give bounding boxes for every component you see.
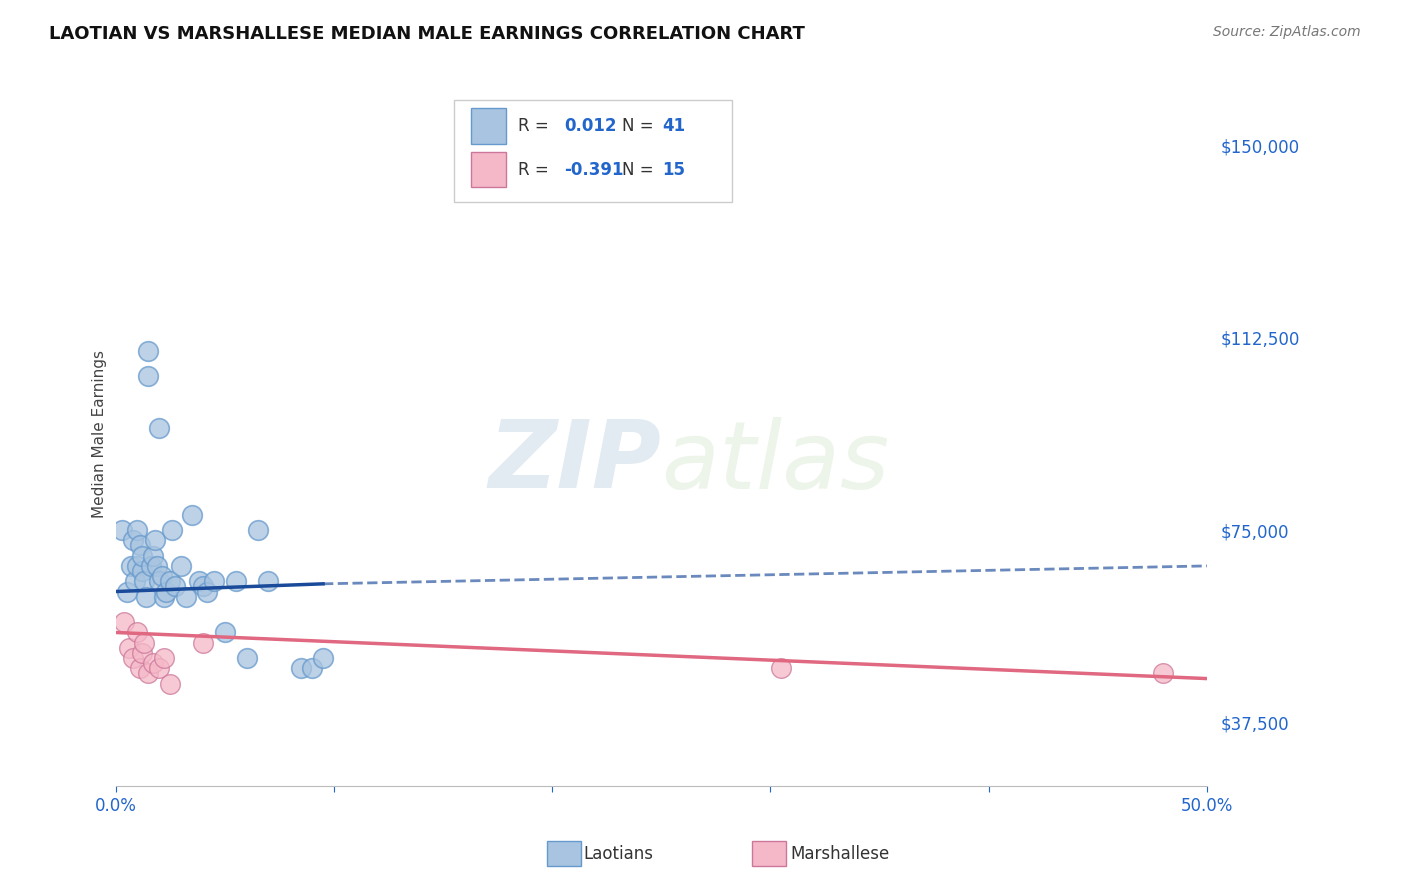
Text: Marshallese: Marshallese <box>790 845 890 863</box>
Text: 15: 15 <box>662 161 686 178</box>
Text: Source: ZipAtlas.com: Source: ZipAtlas.com <box>1213 25 1361 39</box>
Point <box>159 676 181 690</box>
Point <box>118 640 141 655</box>
Text: R =: R = <box>519 161 554 178</box>
Point <box>143 533 166 548</box>
Point <box>142 657 165 671</box>
Text: 0.012: 0.012 <box>564 117 617 135</box>
Point <box>127 558 149 573</box>
Point <box>163 579 186 593</box>
Point <box>159 574 181 589</box>
Point <box>139 558 162 573</box>
FancyBboxPatch shape <box>454 100 733 202</box>
Point <box>181 508 204 522</box>
Point <box>132 574 155 589</box>
Point <box>187 574 209 589</box>
Text: N =: N = <box>621 161 659 178</box>
Point <box>170 558 193 573</box>
Text: -0.391: -0.391 <box>564 161 624 178</box>
Point <box>312 651 335 665</box>
FancyBboxPatch shape <box>471 109 506 144</box>
Point <box>131 549 153 563</box>
Point <box>148 574 170 589</box>
Point <box>111 523 134 537</box>
Point <box>128 538 150 552</box>
Point <box>155 584 177 599</box>
Point <box>132 636 155 650</box>
Point <box>1152 666 1174 681</box>
Point <box>246 523 269 537</box>
Text: R =: R = <box>519 117 554 135</box>
Point <box>770 661 793 675</box>
Point <box>122 533 145 548</box>
Text: 41: 41 <box>662 117 686 135</box>
Point <box>257 574 280 589</box>
Point <box>191 579 214 593</box>
Point <box>120 558 142 573</box>
Point <box>135 590 157 604</box>
Text: ZIP: ZIP <box>488 417 661 508</box>
Point <box>235 651 257 665</box>
Point <box>152 590 174 604</box>
Point <box>202 574 225 589</box>
Point <box>128 661 150 675</box>
Point <box>148 661 170 675</box>
Point <box>150 569 173 583</box>
Point <box>152 651 174 665</box>
Point <box>225 574 247 589</box>
Point <box>191 636 214 650</box>
Point <box>138 343 160 358</box>
Point <box>195 584 218 599</box>
FancyBboxPatch shape <box>471 153 506 187</box>
Point <box>115 584 138 599</box>
Point <box>290 661 312 675</box>
Point <box>127 523 149 537</box>
Point <box>174 590 197 604</box>
Point <box>112 615 135 630</box>
Point <box>124 574 146 589</box>
Y-axis label: Median Male Earnings: Median Male Earnings <box>93 350 107 518</box>
Point <box>162 523 184 537</box>
Text: Laotians: Laotians <box>583 845 654 863</box>
Point <box>146 558 169 573</box>
Point <box>142 549 165 563</box>
Point <box>131 564 153 578</box>
Point <box>122 651 145 665</box>
Text: N =: N = <box>621 117 659 135</box>
Point <box>301 661 323 675</box>
Point <box>214 625 236 640</box>
Point <box>138 369 160 384</box>
Point <box>127 625 149 640</box>
Text: atlas: atlas <box>661 417 890 508</box>
Point <box>131 646 153 660</box>
Point <box>148 420 170 434</box>
Text: LAOTIAN VS MARSHALLESE MEDIAN MALE EARNINGS CORRELATION CHART: LAOTIAN VS MARSHALLESE MEDIAN MALE EARNI… <box>49 25 806 43</box>
Point <box>138 666 160 681</box>
